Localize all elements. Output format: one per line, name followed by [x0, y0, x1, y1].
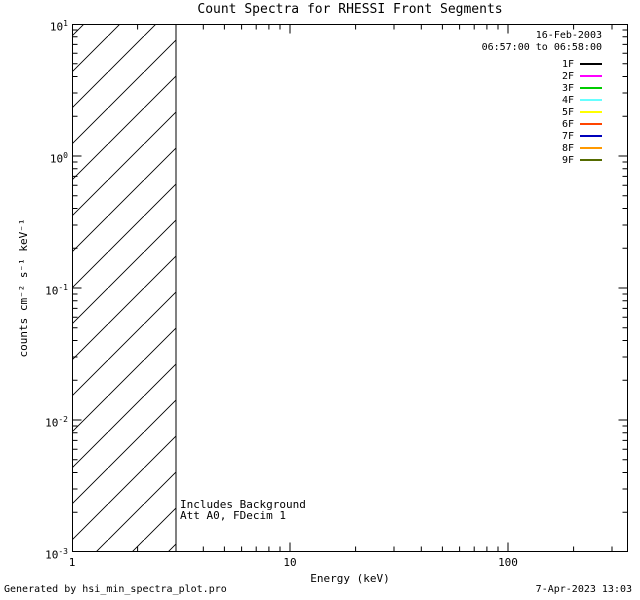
y-tick-exp: 0	[63, 151, 68, 160]
legend-line-swatch	[580, 75, 602, 77]
y-tick-base: 10	[45, 416, 59, 430]
legend-entry-label: 2F	[561, 70, 574, 82]
legend-entry: 4F	[482, 94, 602, 106]
legend-line-swatch	[580, 99, 602, 101]
y-tick-exp: 1	[63, 19, 68, 28]
x-minor-ticks-bottom	[137, 546, 613, 552]
legend-entries: 1F 2F 3F 4F 5F 6F 7F 8F 9F	[482, 58, 602, 166]
y-minor-ticks-left	[72, 29, 78, 513]
legend-entry-label: 4F	[561, 94, 574, 106]
legend-line-swatch	[580, 159, 602, 161]
annotation-includes-background: Includes Background	[180, 498, 306, 511]
legend-line-swatch	[580, 147, 602, 149]
y-tick-exp: -1	[58, 283, 68, 292]
legend: 16-Feb-2003 06:57:00 to 06:58:00 1F 2F 3…	[482, 30, 602, 166]
y-axis-label: counts cm⁻² s⁻¹ keV⁻¹	[17, 218, 30, 358]
legend-time-range: 06:57:00 to 06:58:00	[481, 42, 602, 53]
y-tick-label: 101	[20, 17, 68, 35]
y-tick-base: 10	[49, 152, 64, 166]
legend-line-swatch	[580, 63, 602, 65]
hatched-background-band	[72, 24, 176, 552]
y-tick-label: 10-3	[20, 545, 68, 563]
legend-entry: 2F	[482, 70, 602, 82]
legend-entry-label: 5F	[561, 106, 574, 118]
legend-entry: 1F	[482, 58, 602, 70]
render-timestamp: 7-Apr-2023 13:03	[535, 584, 632, 595]
x-major-ticks	[72, 24, 509, 552]
y-tick-base: 10	[49, 20, 64, 34]
legend-entry-label: 3F	[561, 82, 574, 94]
legend-entry: 5F	[482, 106, 602, 118]
legend-line-swatch	[580, 111, 602, 113]
x-tick-label: 1	[68, 556, 76, 569]
y-tick-exp: -2	[58, 415, 68, 424]
legend-line-swatch	[580, 123, 602, 125]
y-tick-base: 10	[45, 548, 59, 562]
y-tick-label: 10-2	[20, 413, 68, 431]
legend-entry-label: 6F	[561, 118, 574, 130]
x-tick-label: 100	[498, 556, 518, 569]
legend-entry-label: 1F	[561, 58, 574, 70]
y-major-ticks	[72, 24, 628, 552]
generated-by-text: Generated by hsi_min_spectra_plot.pro	[4, 584, 227, 595]
legend-entry-label: 8F	[561, 142, 574, 154]
x-minor-ticks-top	[137, 24, 613, 30]
legend-entry: 7F	[482, 130, 602, 142]
legend-entry: 3F	[482, 82, 602, 94]
x-axis-label: Energy (keV)	[310, 572, 390, 585]
chart-title: Count Spectra for RHESSI Front Segments	[197, 2, 503, 17]
legend-date: 16-Feb-2003	[535, 30, 602, 41]
legend-entry-label: 9F	[561, 154, 574, 166]
legend-entry: 8F	[482, 142, 602, 154]
legend-line-swatch	[580, 135, 602, 137]
y-tick-label: 10-1	[20, 281, 68, 299]
y-tick-label: 100	[20, 149, 68, 167]
annotation-attenuator-state: Att A0, FDecim 1	[180, 509, 286, 522]
legend-entry-label: 7F	[561, 130, 574, 142]
legend-line-swatch	[580, 87, 602, 89]
legend-entry: 9F	[482, 154, 602, 166]
legend-entry: 6F	[482, 118, 602, 130]
x-tick-label: 10	[283, 556, 297, 569]
y-tick-exp: -3	[58, 547, 68, 556]
y-tick-base: 10	[45, 284, 59, 298]
y-minor-ticks-right	[622, 29, 628, 513]
